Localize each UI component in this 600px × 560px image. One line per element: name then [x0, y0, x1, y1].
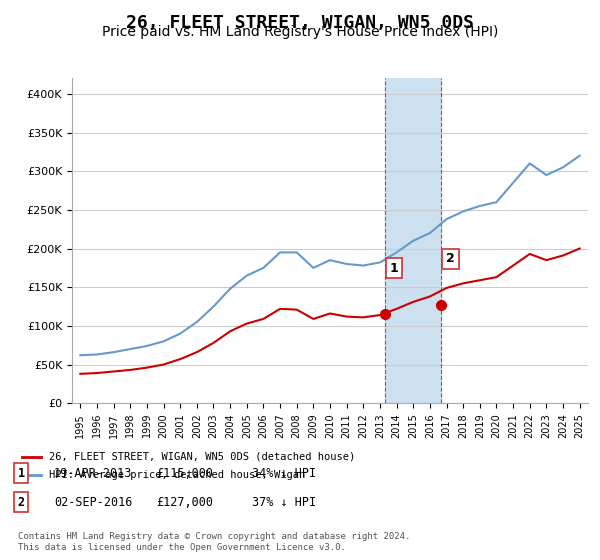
Text: £127,000: £127,000: [156, 496, 213, 509]
Text: Contains HM Land Registry data © Crown copyright and database right 2024.
This d: Contains HM Land Registry data © Crown c…: [18, 532, 410, 552]
Text: 1: 1: [390, 262, 398, 275]
Text: HPI: Average price, detached house, Wigan: HPI: Average price, detached house, Wiga…: [49, 470, 305, 480]
Text: 26, FLEET STREET, WIGAN, WN5 0DS: 26, FLEET STREET, WIGAN, WN5 0DS: [126, 14, 474, 32]
Text: 02-SEP-2016: 02-SEP-2016: [54, 496, 133, 509]
Text: £115,000: £115,000: [156, 466, 213, 480]
Bar: [385, 78, 441, 403]
Text: 34% ↓ HPI: 34% ↓ HPI: [252, 466, 316, 480]
Text: 2: 2: [17, 496, 25, 509]
Text: 26, FLEET STREET, WIGAN, WN5 0DS (detached house): 26, FLEET STREET, WIGAN, WN5 0DS (detach…: [49, 452, 355, 462]
Text: 2: 2: [446, 253, 455, 265]
Text: 37% ↓ HPI: 37% ↓ HPI: [252, 496, 316, 509]
Text: Price paid vs. HM Land Registry's House Price Index (HPI): Price paid vs. HM Land Registry's House …: [102, 25, 498, 39]
Text: 19-APR-2013: 19-APR-2013: [54, 466, 133, 480]
Text: 1: 1: [17, 466, 25, 480]
